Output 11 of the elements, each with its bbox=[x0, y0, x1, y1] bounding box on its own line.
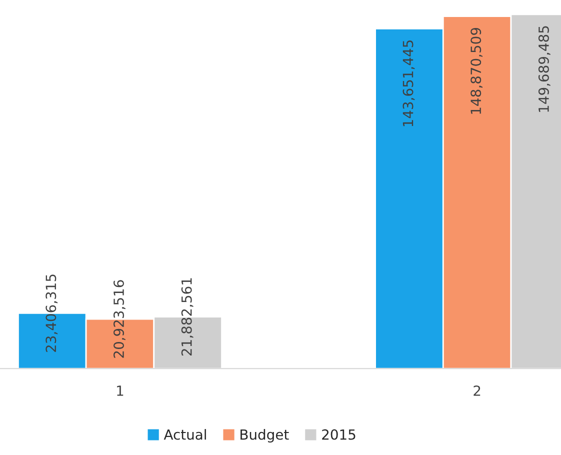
data-label: 21,882,561 bbox=[181, 278, 194, 356]
data-label: 149,689,485 bbox=[538, 26, 550, 112]
data-label: 143,651,445 bbox=[402, 40, 415, 126]
x-tick-label: 1 bbox=[117, 386, 124, 396]
legend-label: Budget bbox=[240, 429, 289, 442]
x-tick-label: 2 bbox=[474, 385, 480, 396]
legend-label: Actual bbox=[164, 429, 206, 440]
legend-label: 2015 bbox=[322, 429, 356, 440]
data-label: 148,870,509 bbox=[470, 28, 483, 114]
data-label: 20,923,516 bbox=[114, 280, 126, 358]
data-label: 23,406,315 bbox=[46, 274, 58, 352]
